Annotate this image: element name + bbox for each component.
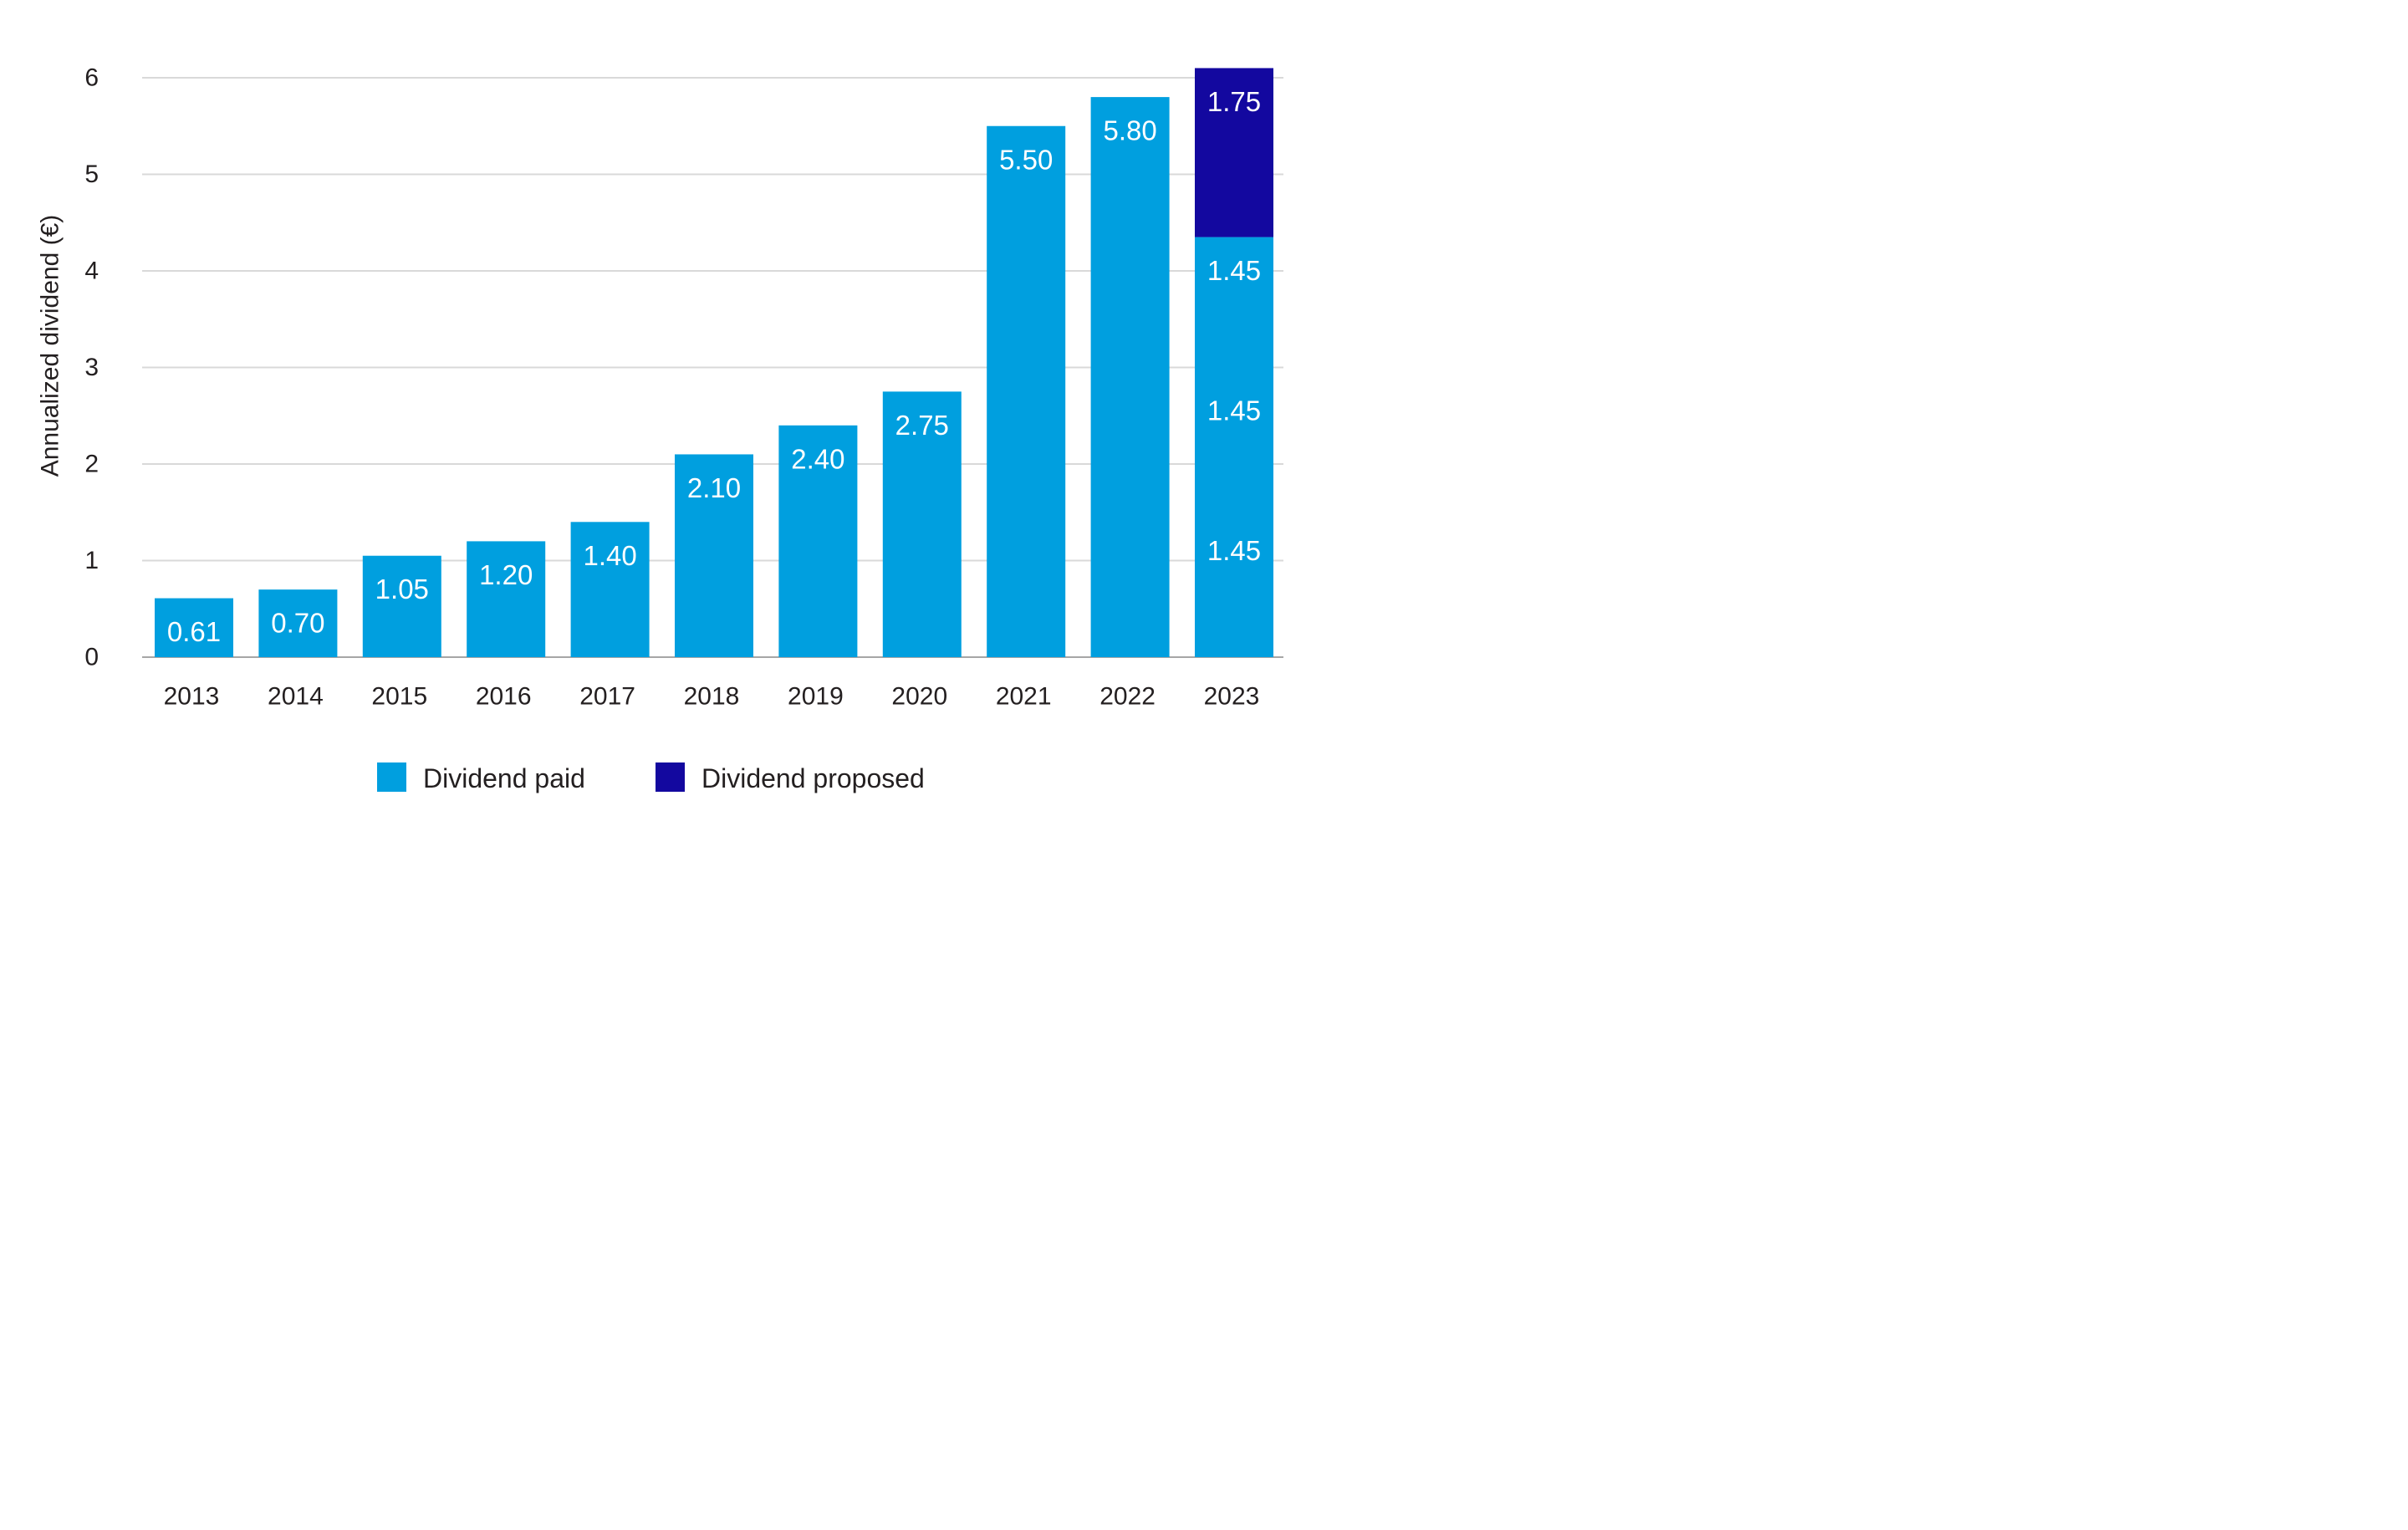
bar-paid-2013	[155, 598, 233, 657]
bar-value-label: 1.05	[375, 574, 429, 604]
y-tick-label: 3	[84, 354, 99, 381]
x-tick-label-2014: 2014	[268, 683, 324, 711]
bar-paid-2022	[1090, 97, 1170, 658]
y-tick-label: 1	[84, 547, 99, 574]
bar-value-label: 0.61	[167, 616, 221, 647]
bar-value-label: 2.40	[791, 443, 844, 474]
x-tick-label-2016: 2016	[476, 683, 532, 711]
x-tick-label-2023: 2023	[1204, 683, 1260, 711]
bar-value-label: 1.40	[583, 540, 636, 571]
legend-swatch-paid	[377, 762, 406, 792]
bar-value-label: 1.45	[1207, 255, 1261, 286]
legend-swatch-proposed	[656, 762, 685, 792]
x-tick-label-2017: 2017	[579, 683, 635, 711]
bar-value-label: 2.75	[895, 410, 949, 441]
bar-paid-2015	[362, 555, 441, 657]
bar-paid-2016	[467, 541, 546, 657]
bar-paid-2020	[882, 391, 962, 657]
y-tick-label: 6	[84, 64, 99, 92]
bar-paid-2019	[778, 425, 858, 657]
x-tick-label-2019: 2019	[788, 683, 844, 711]
bar-paid-2018	[675, 454, 753, 657]
y-tick-label: 0	[84, 644, 99, 671]
bar-value-label: 2.10	[687, 472, 741, 503]
bar-value-label: 5.80	[1103, 115, 1156, 146]
x-tick-label-2013: 2013	[164, 683, 220, 711]
bar-paid-2023	[1195, 237, 1273, 657]
x-tick-label-2022: 2022	[1099, 683, 1156, 711]
chart-svg: 0 1 2 3 4 5 6 Annualized dividend (€) 0.61 2013 0.…	[37, 64, 1283, 793]
bar-value-label: 1.45	[1207, 535, 1261, 566]
y-tick-label: 5	[84, 161, 99, 188]
bar-proposed-2023	[1195, 68, 1273, 237]
legend-label-paid: Dividend paid	[423, 763, 585, 793]
bar-paid-2017	[570, 522, 650, 657]
bar-value-label: 0.70	[271, 608, 324, 639]
bar-value-label: 1.45	[1207, 395, 1261, 426]
y-tick-label: 4	[84, 258, 99, 285]
bar-value-label: 1.75	[1207, 86, 1261, 117]
x-tick-label-2021: 2021	[996, 683, 1052, 711]
dividend-chart: 0 1 2 3 4 5 6 Annualized dividend (€) 0.61 2013 0.…	[0, 0, 1310, 829]
y-axis-title: Annualized dividend (€)	[37, 215, 64, 477]
bar-paid-2014	[258, 589, 338, 657]
x-tick-label-2020: 2020	[891, 683, 947, 711]
x-tick-label-2018: 2018	[684, 683, 740, 711]
legend-label-proposed: Dividend proposed	[701, 763, 925, 793]
bar-value-label: 1.20	[479, 559, 533, 590]
bar-paid-2021	[987, 125, 1066, 657]
y-tick-label: 2	[84, 451, 99, 478]
x-tick-label-2015: 2015	[371, 683, 427, 711]
bar-value-label: 5.50	[999, 144, 1053, 175]
